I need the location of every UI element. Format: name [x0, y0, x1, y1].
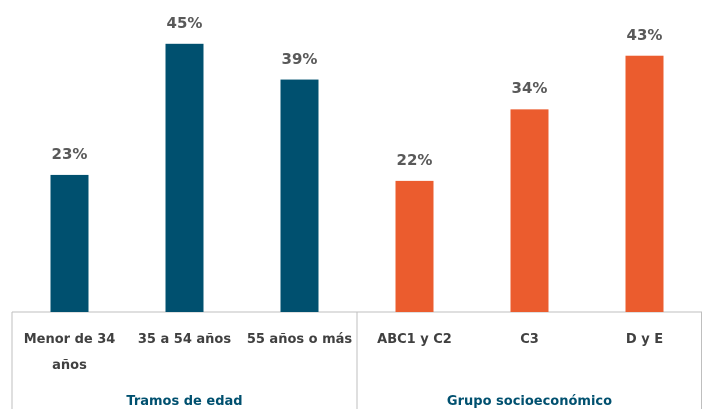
x-tick-label: ABC1 y C2 [377, 332, 452, 347]
value-label: 45% [166, 13, 203, 32]
x-tick-label: C3 [520, 332, 539, 347]
group-label: Tramos de edad [126, 394, 243, 409]
value-label: 39% [281, 49, 318, 68]
bar [280, 79, 319, 312]
value-label: 23% [51, 144, 88, 163]
bar [165, 43, 204, 313]
value-label: 22% [396, 150, 433, 169]
x-tick-label: Menor de 34 años [23, 332, 116, 373]
group-label: Grupo socioeconómico [446, 394, 613, 409]
value-label: 43% [626, 25, 663, 44]
bar [50, 174, 89, 312]
bar [510, 109, 549, 312]
x-tick-label: 35 a 54 años [137, 332, 232, 347]
bar [395, 180, 434, 312]
bar [625, 55, 664, 312]
value-label: 34% [511, 79, 548, 98]
x-tick-label: 55 años o más [246, 332, 353, 347]
x-tick-label: D y E [625, 332, 664, 347]
